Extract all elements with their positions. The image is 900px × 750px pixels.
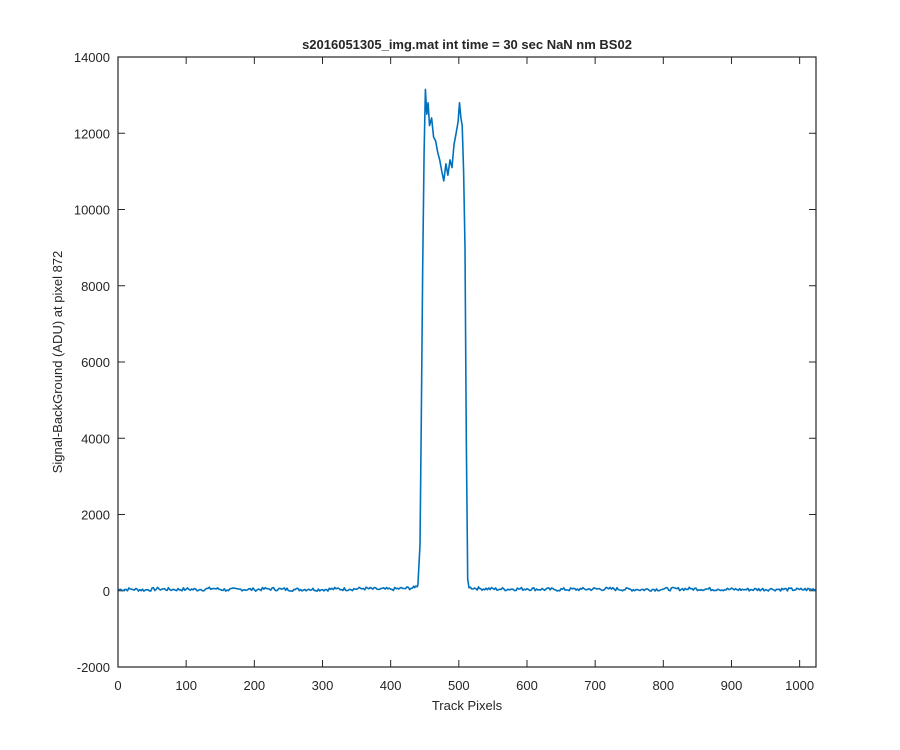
axis-ticks: 0 100 200 300 400 500 600 700 800 900 1000 -2000 0 20… [74,50,816,693]
x-tick-label: 300 [312,678,334,693]
chart-title: s2016051305_img.mat int time = 30 sec Na… [302,37,632,52]
x-tick-label: 500 [448,678,470,693]
y-tick-label: 6000 [81,355,110,370]
x-tick-label: 400 [380,678,402,693]
x-tick-label: 900 [721,678,743,693]
y-axis-label: Signal-BackGround (ADU) at pixel 872 [50,251,65,474]
y-tick-label: 0 [103,584,110,599]
x-tick-label: 0 [114,678,121,693]
x-axis-label: Track Pixels [432,698,503,713]
x-tick-label: 700 [584,678,606,693]
y-tick-label: 14000 [74,50,110,65]
x-tick-label: 600 [516,678,538,693]
plot-frame [117,56,817,668]
y-tick-label: 2000 [81,508,110,523]
y-tick-label: -2000 [77,660,110,675]
x-tick-label: 1000 [785,678,814,693]
y-tick-label: 10000 [74,203,110,218]
y-tick-label: 4000 [81,431,110,446]
series-line [118,88,817,592]
y-tick-label: 8000 [81,279,110,294]
x-tick-label: 200 [243,678,265,693]
x-tick-label: 100 [175,678,197,693]
x-tick-label: 800 [652,678,674,693]
data-layer [118,88,817,592]
y-tick-label: 12000 [74,126,110,141]
